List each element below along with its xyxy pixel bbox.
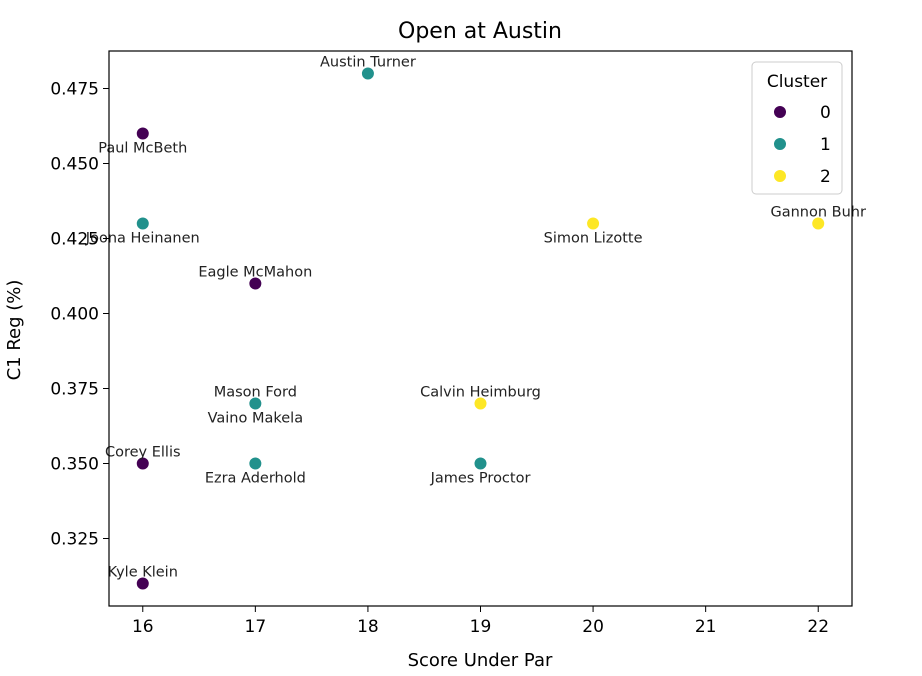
x-tick-label: 19 (470, 617, 492, 637)
data-point (135, 456, 150, 471)
y-tick-label: 0.375 (50, 380, 99, 400)
legend-label: 0 (820, 103, 831, 123)
legend-label: 2 (820, 167, 831, 187)
data-point (135, 126, 150, 141)
chart-title: Open at Austin (398, 19, 562, 44)
legend-title: Cluster (767, 72, 827, 92)
y-tick-label: 0.350 (50, 455, 99, 475)
data-point (248, 456, 263, 471)
point-label: Joona Heinanen (85, 231, 200, 247)
legend-label: 1 (820, 135, 831, 155)
y-tick-label: 0.325 (50, 530, 99, 550)
x-tick-label: 22 (807, 617, 829, 637)
x-tick-label: 17 (245, 617, 267, 637)
point-label: Eagle McMahon (198, 265, 312, 281)
point-label: Paul McBeth (98, 141, 187, 157)
point-label: Simon Lizotte (544, 231, 643, 247)
x-axis: 16 17 18 19 20 21 22 (132, 606, 829, 637)
legend-marker (773, 137, 787, 151)
y-tick-label: 0.475 (50, 80, 99, 100)
x-tick-label: 16 (132, 617, 154, 637)
plot-frame (108, 50, 853, 607)
data-point (473, 396, 488, 411)
point-label: Gannon Buhr (770, 205, 865, 221)
point-label: Ezra Aderhold (205, 471, 306, 487)
data-point (135, 216, 150, 231)
data-point (473, 456, 488, 471)
point-label: Austin Turner (320, 55, 416, 71)
y-tick-label: 0.425 (50, 230, 99, 250)
legend: Cluster 0 1 2 (751, 61, 843, 195)
point-label: Corey Ellis (105, 445, 181, 461)
legend-marker (773, 105, 787, 119)
data-point (248, 276, 263, 291)
y-tick-label: 0.450 (50, 155, 99, 175)
data-point (586, 216, 601, 231)
data-point (135, 576, 150, 591)
legend-marker (773, 169, 787, 183)
x-tick-label: 20 (582, 617, 604, 637)
point-label: James Proctor (430, 471, 531, 487)
point-label: Kyle Klein (108, 565, 178, 581)
y-axis: 0.325 0.350 0.375 0.400 0.425 0.450 0.475 (50, 80, 109, 550)
point-label: Vaino Makela (208, 411, 304, 427)
y-axis-label: C1 Reg (%) (4, 280, 25, 381)
data-point (811, 216, 826, 231)
y-tick-label: 0.400 (50, 305, 99, 325)
plot-area: Austin Turner Paul McBeth Joona Heinanen Si… (85, 55, 866, 591)
x-axis-label: Score Under Par (408, 650, 553, 671)
data-point (248, 396, 263, 411)
x-tick-label: 21 (695, 617, 717, 637)
point-label: Calvin Heimburg (420, 385, 541, 401)
data-point (360, 66, 375, 81)
point-label: Mason Ford (214, 385, 297, 401)
x-tick-label: 18 (357, 617, 379, 637)
legend-box (751, 61, 843, 195)
